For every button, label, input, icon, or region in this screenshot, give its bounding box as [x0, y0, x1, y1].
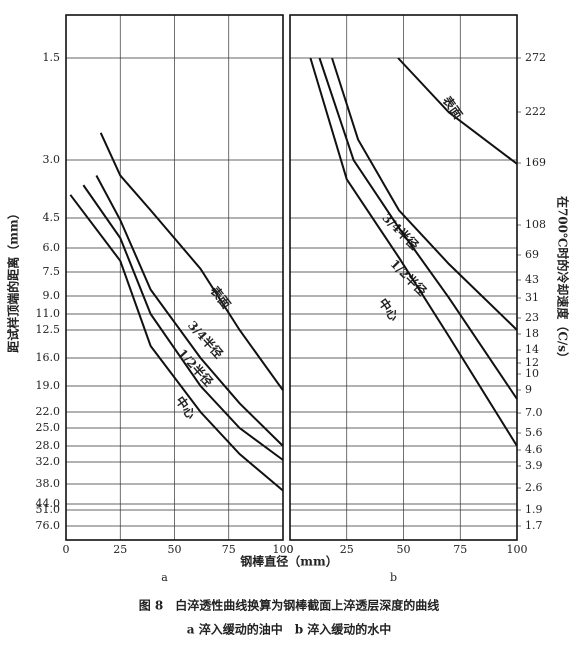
y2-tick-label: 2.6: [525, 481, 543, 494]
curve: [397, 57, 518, 165]
y-tick-label: 7.5: [43, 265, 61, 278]
plot-frame: [65, 14, 284, 541]
panel-label: a: [161, 571, 168, 584]
y2-tick-label: 14: [525, 343, 539, 356]
x-tick-label: 100: [273, 543, 294, 556]
x-tick-label: 25: [113, 543, 127, 556]
y2-tick-label: 108: [525, 218, 546, 231]
y-tick-label: 3.0: [43, 153, 61, 166]
y2-tick-label: 23: [525, 311, 539, 324]
y-tick-label: 22.0: [36, 405, 61, 418]
curve: [82, 184, 284, 461]
y-tick-label: 1.5: [43, 51, 61, 64]
y2-tick-label: 12: [525, 356, 539, 369]
caption-line: 图 8 白淬透性曲线换算为钢棒截面上淬透层深度的曲线: [139, 598, 440, 613]
caption-line: a 淬入缓动的油中 b 淬入缓动的水中: [187, 622, 392, 637]
curve-label: 中心: [173, 393, 199, 421]
y2-tick-label: 31: [525, 291, 539, 304]
y2-tick-label: 18: [525, 327, 539, 340]
y2-tick-label: 10: [525, 367, 539, 380]
curve: [309, 57, 518, 447]
y-tick-label: 12.5: [36, 323, 61, 336]
y2-tick-label: 9: [525, 383, 532, 396]
x-tick-label: 0: [287, 543, 294, 556]
y-tick-label: 9.0: [43, 289, 61, 302]
y-tick-label: 32.0: [36, 455, 61, 468]
x-tick-label: 75: [222, 543, 236, 556]
y2-tick-label: 7.0: [525, 406, 543, 419]
y2-tick-label: 69: [525, 248, 539, 261]
y2-tick-label: 169: [525, 156, 546, 169]
x-tick-label: 25: [340, 543, 354, 556]
y-tick-label: 4.5: [43, 211, 61, 224]
y-tick-label: 38.0: [36, 477, 61, 490]
y-tick-label: 76.0: [36, 519, 61, 532]
y-tick-label: 16.0: [36, 351, 61, 364]
y-tick-label: 44.0: [36, 497, 61, 510]
x-tick-label: 0: [63, 543, 70, 556]
y2-tick-label: 4.6: [525, 443, 543, 456]
y2-tick-label: 222: [525, 105, 546, 118]
y2-tick-label: 272: [525, 51, 546, 64]
y-tick-label: 25.0: [36, 421, 61, 434]
x-axis-title: 钢棒直径（mm）: [240, 554, 337, 569]
y2-axis-title: 在700℃时的冷却速度（C/s）: [556, 196, 571, 364]
curve: [95, 174, 284, 447]
curve-label: 中心: [376, 295, 402, 323]
y-axis-title: 距试样顶端的距离（mm）: [6, 207, 21, 352]
x-tick-label: 75: [453, 543, 467, 556]
y-tick-label: 28.0: [36, 439, 61, 452]
y2-tick-label: 5.6: [525, 426, 543, 439]
y2-tick-label: 3.9: [525, 459, 543, 472]
y-tick-label: 11.0: [36, 307, 61, 320]
y-tick-label: 6.0: [43, 241, 61, 254]
curve: [99, 132, 284, 391]
y2-tick-label: 1.7: [525, 519, 543, 532]
x-tick-label: 50: [168, 543, 182, 556]
y-tick-label: 19.0: [36, 379, 61, 392]
y-tick-label: 51.0: [36, 503, 61, 516]
x-tick-label: 50: [397, 543, 411, 556]
x-tick-label: 100: [507, 543, 528, 556]
y2-tick-label: 1.9: [525, 503, 543, 516]
panel-label: b: [390, 571, 397, 584]
curve: [69, 194, 284, 492]
curve: [331, 57, 518, 331]
curve: [318, 57, 518, 400]
y2-tick-label: 43: [525, 273, 539, 286]
plot-frame: [289, 14, 518, 541]
